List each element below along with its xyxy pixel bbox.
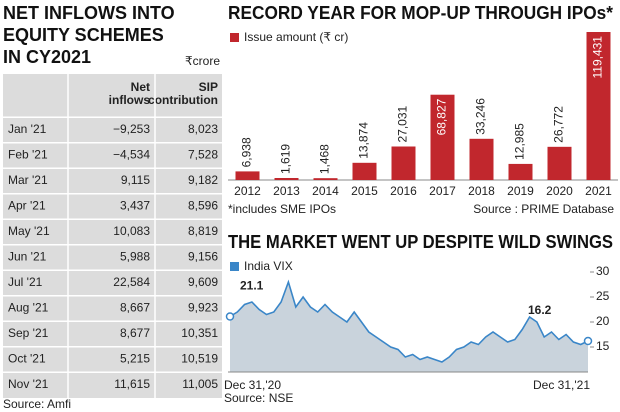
bar	[547, 146, 572, 180]
x-tick-label: 2013	[273, 184, 300, 198]
bar	[313, 178, 338, 180]
x-tick-label: 2015	[351, 184, 378, 198]
table-title: EQUITY SCHEMES	[3, 25, 164, 45]
bar	[430, 94, 455, 180]
table-cell: 11,005	[182, 377, 218, 391]
table-background	[3, 74, 222, 398]
table-cell: 9,115	[121, 173, 150, 187]
y-tick-label: 25	[596, 289, 610, 303]
bar	[391, 146, 416, 180]
table-cell: 9,156	[188, 250, 218, 264]
bar	[586, 32, 611, 180]
bar-label: 13,874	[357, 122, 371, 159]
table-cell: 11,615	[114, 377, 150, 391]
bar	[352, 162, 377, 180]
table-cell: 9,923	[188, 301, 218, 315]
table-cell: Jun '21	[8, 250, 47, 264]
table-cell: Jan '21	[8, 122, 47, 136]
table-cell: Aug '21	[8, 301, 49, 315]
bar-label: 27,031	[396, 105, 410, 142]
chart-title: RECORD YEAR FOR MOP-UP THROUGH IPOs*	[228, 3, 613, 23]
legend-label: India VIX	[244, 259, 293, 273]
bar	[274, 177, 299, 180]
table-cell: Oct '21	[8, 352, 46, 366]
x-tick-label: 2017	[429, 184, 456, 198]
table-cell: 5,988	[120, 250, 150, 264]
table-cell: Apr '21	[8, 199, 46, 213]
end-point	[225, 312, 235, 321]
table-cell: −4,534	[113, 148, 150, 162]
table-cell: 8,023	[188, 122, 218, 136]
bar-label: 26,772	[552, 106, 566, 143]
bar-label: 68,827	[435, 98, 449, 135]
table-cell: May '21	[8, 224, 50, 238]
table-cell: 9,182	[188, 173, 218, 187]
end-point	[583, 336, 593, 346]
point-label: 21.1	[240, 279, 264, 293]
bar-label: 119,431	[591, 36, 605, 79]
legend-label: Issue amount (₹ cr)	[244, 30, 348, 44]
table-source: Source: Amfi	[3, 397, 71, 411]
y-tick-label: 15	[596, 339, 610, 353]
table-cell: 7,528	[188, 148, 218, 162]
bar	[508, 163, 533, 180]
x-tick-label: 2016	[390, 184, 417, 198]
column-header: Net inflows	[109, 80, 151, 107]
table-cell: 5,215	[120, 352, 150, 366]
bar	[235, 171, 260, 180]
bar-label: 1,468	[318, 144, 332, 174]
table-cell: Nov '21	[8, 377, 49, 391]
legend-swatch	[230, 262, 239, 271]
footnote: *includes SME IPOs	[228, 202, 336, 216]
y-tick-label: 30	[596, 264, 610, 278]
x-tick-label: 2018	[468, 184, 495, 198]
table-cell: 22,584	[113, 275, 150, 289]
line	[229, 279, 589, 363]
table-cell: Jul '21	[8, 275, 43, 289]
bar	[469, 138, 494, 180]
source: Source : PRIME Database	[473, 202, 614, 216]
table-cell: Feb '21	[8, 148, 48, 162]
table-title: NET INFLOWS INTO	[3, 3, 175, 23]
point-label: 16.2	[528, 303, 552, 317]
table-cell: 10,351	[181, 326, 218, 340]
table-cell: 8,819	[188, 224, 218, 238]
table-cell: 3,437	[120, 199, 150, 213]
bar-label: 6,938	[240, 137, 254, 167]
table-cell: 8,596	[188, 199, 218, 213]
table-cell: 8,667	[120, 301, 150, 315]
table-cell: Mar '21	[8, 173, 48, 187]
table-cell: 10,083	[113, 224, 150, 238]
table-cell: 10,519	[181, 352, 218, 366]
unit: ₹crore	[185, 54, 220, 68]
x-tick-label: Dec 31,'20	[224, 378, 281, 392]
table-cell: 8,677	[120, 326, 150, 340]
table-title: IN CY2021	[3, 47, 91, 67]
bar-label: 33,246	[474, 98, 488, 135]
table-cell: Sep '21	[8, 326, 49, 340]
bar-label: 1,619	[279, 144, 293, 174]
column-header: SIP contribution	[148, 80, 218, 107]
x-tick-label: 2019	[507, 184, 534, 198]
chart-title: THE MARKET WENT UP DESPITE WILD SWINGS	[228, 232, 613, 252]
area	[230, 282, 588, 372]
source: Source: NSE	[224, 391, 293, 405]
x-tick-label: 2020	[546, 184, 573, 198]
x-tick-label: 2021	[585, 184, 612, 198]
legend-swatch	[230, 33, 239, 42]
x-tick-label: Dec 31,'21	[533, 378, 590, 392]
x-tick-label: 2014	[312, 184, 339, 198]
table-cell: 9,609	[188, 275, 218, 289]
x-tick-label: 2012	[234, 184, 261, 198]
table-cell: −9,253	[113, 122, 150, 136]
y-tick-label: 20	[596, 314, 610, 328]
bar-label: 12,985	[513, 123, 527, 160]
